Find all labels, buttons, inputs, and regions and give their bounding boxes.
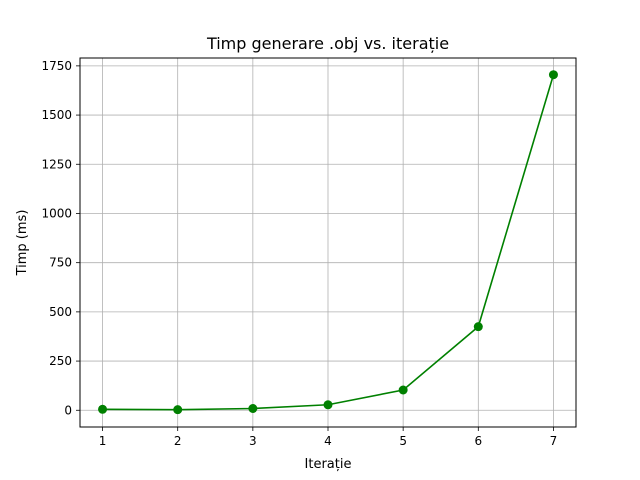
y-tick-label: 1750	[41, 59, 72, 73]
y-tick-label: 1500	[41, 108, 72, 122]
x-axis-title: Iterație	[305, 457, 352, 472]
y-tick-label: 250	[49, 354, 72, 368]
data-point	[173, 405, 183, 415]
y-tick-label: 500	[49, 305, 72, 319]
x-tick-label: 1	[99, 434, 107, 448]
data-point	[248, 404, 258, 414]
data-point	[548, 70, 558, 80]
y-tick-label: 0	[64, 403, 72, 417]
y-tick-label: 1250	[41, 157, 72, 171]
y-tick-label: 750	[49, 256, 72, 270]
x-tick-label: 2	[174, 434, 182, 448]
x-tick-label: 6	[474, 434, 482, 448]
axes: 1 2 3 4 5 6 7 0 250 500 750 1000 1250 1500 1750	[41, 59, 557, 448]
data-point	[398, 385, 408, 395]
x-tick-label: 4	[324, 434, 332, 448]
x-tick-label: 5	[399, 434, 407, 448]
data-point	[323, 400, 333, 410]
series-layer	[98, 70, 558, 415]
x-tick-label: 3	[249, 434, 257, 448]
y-tick-label: 1000	[41, 206, 72, 220]
chart-title: Timp generare .obj vs. iterație	[206, 34, 449, 53]
grid	[80, 58, 576, 427]
x-tick-label: 7	[550, 434, 558, 448]
y-axis-title: Timp (ms)	[15, 210, 30, 277]
data-point	[473, 322, 483, 332]
data-point	[98, 404, 108, 414]
